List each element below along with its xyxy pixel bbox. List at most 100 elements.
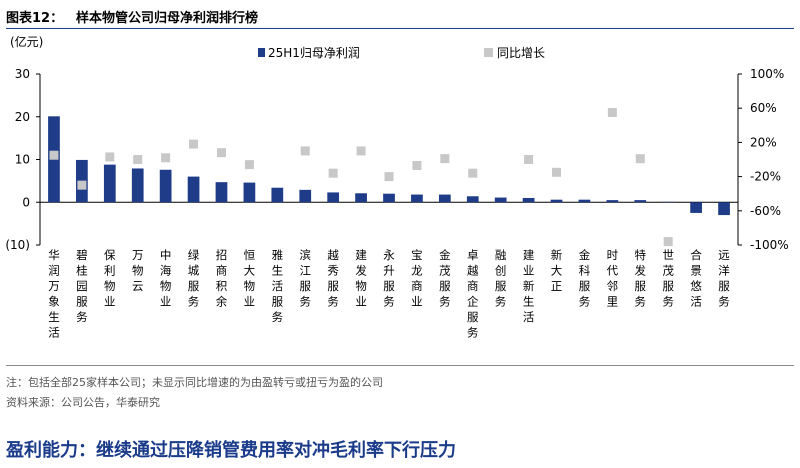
category-label-char: 活 bbox=[690, 295, 702, 309]
category-label-char: 永 bbox=[383, 248, 395, 262]
category-label-char: 茂 bbox=[662, 264, 674, 278]
category-label-char: 务 bbox=[635, 295, 647, 309]
right-tick-label: 60% bbox=[750, 101, 777, 115]
category-label-char: 远 bbox=[718, 248, 730, 262]
category-label: 新大正 bbox=[551, 248, 563, 293]
category-label-char: 生 bbox=[523, 295, 535, 309]
category-label-char: 发 bbox=[635, 264, 647, 278]
legend-swatch-bar bbox=[258, 48, 265, 57]
category-label-char: 创 bbox=[495, 264, 507, 278]
category-label-char: 业 bbox=[160, 295, 172, 309]
category-label: 雅生活服务 bbox=[272, 248, 284, 324]
category-label-char: 里 bbox=[607, 295, 619, 309]
category-label-char: 服 bbox=[327, 279, 339, 293]
category-label-char: 邻 bbox=[607, 279, 619, 293]
category-label-char: 务 bbox=[383, 295, 395, 309]
category-label-char: 科 bbox=[579, 264, 591, 278]
category-label-char: 润 bbox=[48, 264, 60, 278]
category-label-char: 象 bbox=[48, 295, 60, 309]
figure-label: 图表12： bbox=[6, 11, 64, 26]
right-tick-label: -100% bbox=[750, 238, 789, 252]
category-label-char: 活 bbox=[48, 326, 60, 340]
bar bbox=[327, 192, 340, 203]
category-label-char: 宝 bbox=[411, 248, 423, 262]
category-label-char: 物 bbox=[104, 279, 116, 293]
category-label-char: 万 bbox=[48, 279, 60, 293]
category-label-char: 代 bbox=[607, 264, 619, 278]
y-unit-label: (亿元) bbox=[10, 34, 43, 49]
category-label-char: 服 bbox=[467, 310, 479, 324]
growth-marker bbox=[635, 154, 645, 164]
left-tick-label: (10) bbox=[5, 238, 30, 252]
category-label-char: 越 bbox=[327, 248, 339, 262]
category-label-char: 服 bbox=[76, 295, 88, 309]
category-label-char: 务 bbox=[299, 295, 311, 309]
bar bbox=[634, 200, 647, 203]
category-label: 世茂服务 bbox=[662, 248, 674, 309]
right-tick-label: 20% bbox=[750, 135, 777, 149]
category-label-char: 商 bbox=[411, 279, 423, 293]
category-label-char: 龙 bbox=[411, 264, 423, 278]
growth-marker bbox=[300, 146, 310, 156]
category-label-char: 茂 bbox=[439, 264, 451, 278]
category-label-char: 余 bbox=[216, 295, 228, 309]
category-label-char: 景 bbox=[690, 264, 702, 278]
category-label-char: 秀 bbox=[327, 264, 339, 278]
growth-marker bbox=[552, 167, 562, 177]
growth-marker bbox=[524, 155, 534, 164]
category-label-char: 越 bbox=[467, 264, 479, 278]
bar bbox=[383, 193, 395, 203]
category-label-char: 保 bbox=[104, 248, 116, 262]
category-label-char: 桂 bbox=[76, 264, 88, 278]
category-label-char: 服 bbox=[718, 279, 730, 293]
category-label: 合景悠活 bbox=[690, 248, 702, 309]
category-label-char: 积 bbox=[216, 279, 228, 293]
category-label-char: 务 bbox=[662, 295, 674, 309]
category-label-char: 务 bbox=[327, 295, 339, 309]
growth-marker bbox=[161, 153, 171, 163]
category-label: 时代邻里 bbox=[607, 248, 619, 309]
category-label-char: 服 bbox=[383, 279, 395, 293]
category-label-char: 服 bbox=[272, 295, 284, 309]
category-label-char: 融 bbox=[495, 248, 507, 262]
chart-axes: (10) 0 10 20 30 -100% -60% -20% 20% 60% 100% (亿元) bbox=[5, 34, 788, 252]
category-label: 保利物业 bbox=[104, 248, 116, 309]
category-label-char: 万 bbox=[132, 248, 144, 262]
legend-label-growth: 同比增长 bbox=[497, 46, 545, 60]
bar bbox=[299, 189, 312, 203]
category-label-char: 洋 bbox=[718, 264, 730, 278]
category-label-char: 服 bbox=[188, 279, 200, 293]
bar bbox=[494, 197, 507, 203]
growth-marker bbox=[356, 146, 366, 156]
category-label-char: 新 bbox=[551, 248, 563, 262]
legend-label-bar: 25H1归母净利润 bbox=[268, 46, 360, 60]
bar bbox=[522, 197, 535, 203]
footnote: 注：包括全部25家样本公司；未显示同比增速的为由盈转亏或扭亏为盈的公司 bbox=[6, 376, 383, 389]
category-label-char: 新 bbox=[523, 279, 535, 293]
bar bbox=[411, 194, 423, 203]
figure-header: 图表12： 样本物管公司归母净利润排行榜 bbox=[6, 4, 794, 29]
bar bbox=[131, 168, 144, 203]
category-label: 越秀服务 bbox=[327, 248, 339, 309]
bar bbox=[718, 202, 730, 216]
category-label-char: 业 bbox=[523, 264, 535, 278]
category-label-char: 服 bbox=[635, 279, 647, 293]
right-tick-label: -60% bbox=[750, 204, 781, 218]
category-label-char: 物 bbox=[132, 264, 144, 278]
bar bbox=[690, 202, 702, 213]
category-label-char: 务 bbox=[439, 295, 451, 309]
category-label-char: 务 bbox=[579, 295, 591, 309]
source-note: 资料来源：公司公告，华泰研究 bbox=[6, 396, 160, 409]
bar bbox=[271, 187, 284, 203]
category-label-char: 建 bbox=[523, 248, 535, 262]
bar-chart: (10) 0 10 20 30 -100% -60% -20% 20% 60% 100% (亿元) 华… bbox=[5, 34, 788, 340]
category-label-char: 服 bbox=[579, 279, 591, 293]
category-label-char: 世 bbox=[662, 248, 674, 262]
category-label-char: 滨 bbox=[299, 248, 311, 262]
bar bbox=[578, 199, 591, 203]
right-tick-label: 100% bbox=[750, 67, 784, 81]
bar bbox=[466, 196, 479, 203]
category-label-char: 江 bbox=[299, 264, 311, 278]
bar bbox=[243, 182, 256, 203]
category-label-char: 务 bbox=[467, 326, 479, 340]
